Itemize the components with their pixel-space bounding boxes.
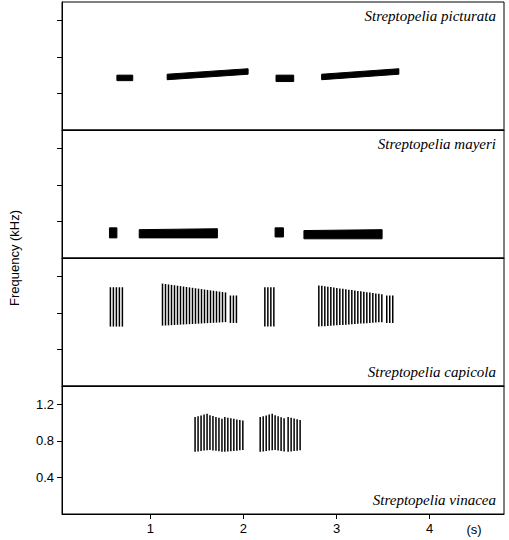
svg-text:Frequency (kHz): Frequency (kHz)	[7, 210, 22, 306]
svg-text:1: 1	[147, 521, 154, 536]
svg-text:Streptopelia vinacea: Streptopelia vinacea	[373, 492, 496, 508]
svg-text:4: 4	[426, 521, 433, 536]
svg-text:3: 3	[333, 521, 340, 536]
svg-text:0.4: 0.4	[36, 470, 54, 485]
svg-text:1.2: 1.2	[36, 397, 54, 412]
svg-text:Streptopelia picturata: Streptopelia picturata	[364, 8, 496, 24]
svg-text:0.8: 0.8	[36, 433, 54, 448]
svg-text:Streptopelia mayeri: Streptopelia mayeri	[378, 136, 496, 152]
svg-text:(s): (s)	[466, 522, 481, 537]
svg-text:2: 2	[240, 521, 247, 536]
svg-text:Streptopelia capicola: Streptopelia capicola	[368, 364, 496, 380]
